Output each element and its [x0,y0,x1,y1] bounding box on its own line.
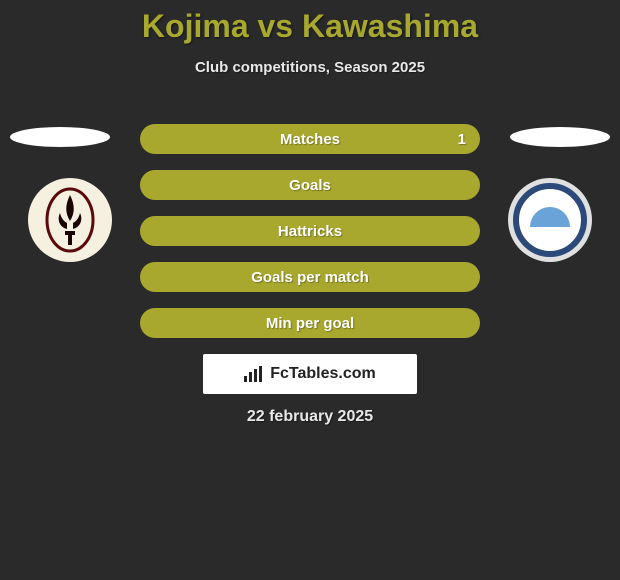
stat-label: Goals [289,177,331,194]
stat-value-right: 1 [458,131,466,148]
club-left-logo [28,178,112,262]
bar-chart-icon [244,366,264,382]
stat-row-gpm: Goals per match [140,262,480,292]
page-title: Kojima vs Kawashima [0,0,620,45]
fleur-de-lis-icon [45,187,95,253]
stat-row-goals: Goals [140,170,480,200]
stat-label: Hattricks [278,223,342,240]
date-label: 22 february 2025 [247,408,373,426]
footer-brand[interactable]: FcTables.com [203,354,417,394]
stat-label: Goals per match [251,269,369,286]
ring-badge-icon [513,183,587,257]
player-right-name-pill [510,127,610,147]
footer-brand-label: FcTables.com [270,365,376,383]
stat-rows: Matches 1 Goals Hattricks Goals per matc… [140,124,480,354]
stat-row-hattricks: Hattricks [140,216,480,246]
stat-row-mpg: Min per goal [140,308,480,338]
player-left-name-pill [10,127,110,147]
club-right-logo [508,178,592,262]
stat-label: Min per goal [266,315,354,332]
subtitle: Club competitions, Season 2025 [0,59,620,76]
stat-label: Matches [280,131,340,148]
stat-row-matches: Matches 1 [140,124,480,154]
